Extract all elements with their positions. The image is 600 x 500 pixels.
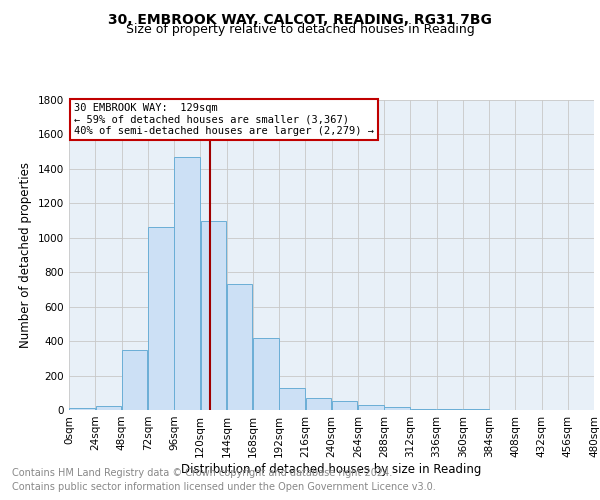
Bar <box>358 405 383 410</box>
Bar <box>70 408 95 410</box>
Text: 30, EMBROOK WAY, CALCOT, READING, RG31 7BG: 30, EMBROOK WAY, CALCOT, READING, RG31 7… <box>108 12 492 26</box>
Text: Size of property relative to detached houses in Reading: Size of property relative to detached ho… <box>125 22 475 36</box>
Bar <box>437 409 463 410</box>
Bar <box>95 406 121 410</box>
Bar <box>253 338 278 410</box>
X-axis label: Distribution of detached houses by size in Reading: Distribution of detached houses by size … <box>181 462 482 475</box>
Bar <box>148 228 173 410</box>
Bar <box>175 157 200 410</box>
Bar <box>305 398 331 410</box>
Text: 30 EMBROOK WAY:  129sqm
← 59% of detached houses are smaller (3,367)
40% of semi: 30 EMBROOK WAY: 129sqm ← 59% of detached… <box>74 103 374 136</box>
Y-axis label: Number of detached properties: Number of detached properties <box>19 162 32 348</box>
Bar <box>332 402 358 410</box>
Bar <box>227 284 253 410</box>
Bar <box>410 408 436 410</box>
Bar <box>385 408 410 410</box>
Text: Contains public sector information licensed under the Open Government Licence v3: Contains public sector information licen… <box>12 482 436 492</box>
Bar <box>200 220 226 410</box>
Text: Contains HM Land Registry data © Crown copyright and database right 2024.: Contains HM Land Registry data © Crown c… <box>12 468 392 477</box>
Bar <box>122 350 148 410</box>
Bar <box>280 388 305 410</box>
